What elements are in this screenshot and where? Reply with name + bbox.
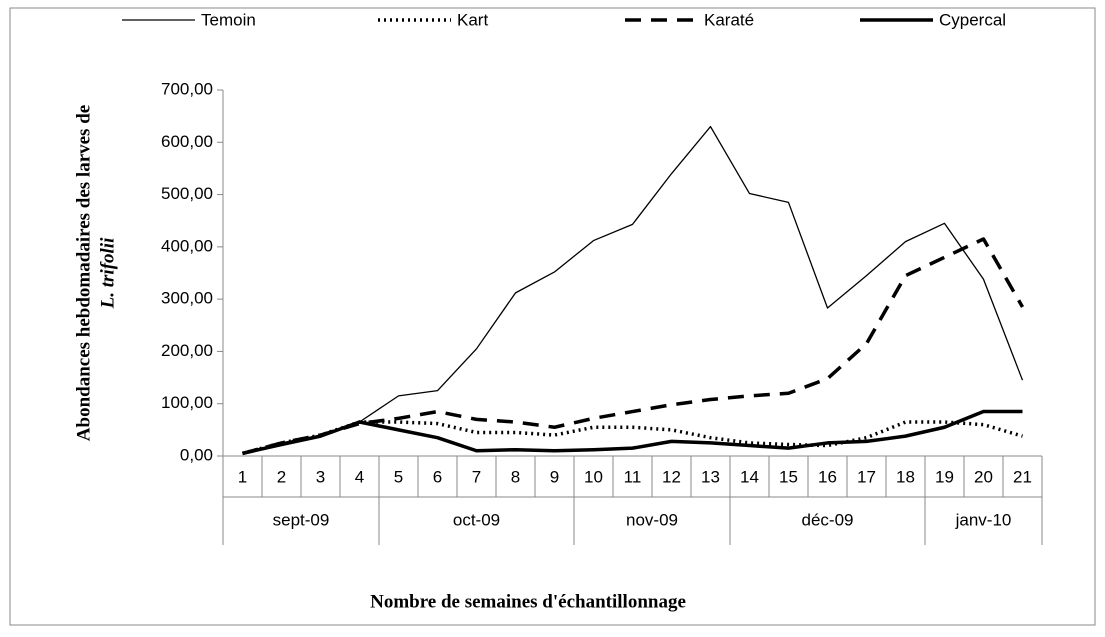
series-line bbox=[242, 420, 1023, 456]
x-tick-label: 10 bbox=[584, 467, 603, 486]
y-tick-label: 700,00 bbox=[161, 79, 213, 98]
x-tick-label: 19 bbox=[935, 467, 954, 486]
x-tick-label: 5 bbox=[394, 467, 403, 486]
x-tick-label: 15 bbox=[779, 467, 798, 486]
x-tick-label: 12 bbox=[662, 467, 681, 486]
group-label: nov-09 bbox=[626, 510, 678, 529]
group-label: oct-09 bbox=[453, 510, 500, 529]
y-tick-label: 0,00 bbox=[180, 445, 213, 464]
chart-border bbox=[9, 7, 1096, 626]
x-tick-label: 6 bbox=[433, 467, 442, 486]
group-label: sept-09 bbox=[273, 510, 330, 529]
x-tick-label: 21 bbox=[1013, 467, 1032, 486]
y-tick-label: 200,00 bbox=[161, 341, 213, 360]
legend-label: Cypercal bbox=[939, 10, 1006, 29]
y-axis-label: Abondances hebdomadaires des larves de bbox=[73, 105, 94, 441]
x-tick-label: 2 bbox=[277, 467, 286, 486]
y-tick-label: 300,00 bbox=[161, 289, 213, 308]
group-label: déc-09 bbox=[802, 510, 854, 529]
x-tick-label: 14 bbox=[740, 467, 759, 486]
series-line bbox=[242, 409, 1023, 456]
y-axis-label-group: Abondances hebdomadaires des larves de L… bbox=[73, 105, 118, 441]
x-tick-label: 4 bbox=[355, 467, 364, 486]
x-tick-label: 1 bbox=[238, 467, 247, 486]
legend-label: Temoin bbox=[201, 10, 256, 29]
x-axis-label: Nombre de semaines d'échantillonnage bbox=[370, 591, 686, 612]
y-tick-label: 500,00 bbox=[161, 184, 213, 203]
y-tick-label: 600,00 bbox=[161, 132, 213, 151]
legend-label: Kart bbox=[457, 10, 488, 29]
x-tick-label: 13 bbox=[701, 467, 720, 486]
x-tick-label: 3 bbox=[316, 467, 325, 486]
y-tick-label: 400,00 bbox=[161, 236, 213, 255]
x-tick-label: 9 bbox=[550, 467, 559, 486]
legend-label: Karaté bbox=[704, 10, 754, 29]
group-label: janv-10 bbox=[955, 510, 1012, 529]
series-line bbox=[242, 125, 1024, 455]
y-axis-label: L. trifolii bbox=[97, 237, 118, 309]
x-tick-label: 8 bbox=[511, 467, 520, 486]
x-tick-label: 17 bbox=[857, 467, 876, 486]
x-tick-label: 18 bbox=[896, 467, 915, 486]
x-tick-label: 11 bbox=[624, 467, 642, 486]
x-tick-label: 20 bbox=[974, 467, 993, 486]
y-tick-label: 100,00 bbox=[161, 393, 213, 412]
series-line bbox=[242, 237, 1025, 456]
x-tick-label: 16 bbox=[818, 467, 837, 486]
x-tick-label: 7 bbox=[472, 467, 481, 486]
